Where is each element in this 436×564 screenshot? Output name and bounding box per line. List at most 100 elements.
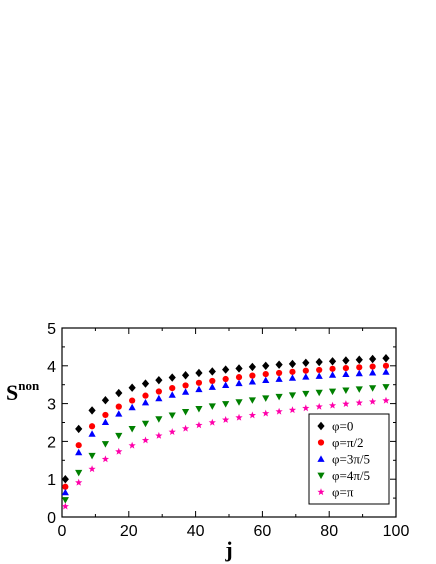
x-tick-label: 80: [320, 523, 338, 540]
data-point: [302, 390, 310, 398]
data-point: [75, 478, 83, 486]
data-point: [315, 402, 323, 410]
data-point: [355, 386, 363, 393]
data-point: [275, 407, 283, 415]
data-point: [302, 367, 309, 374]
data-point: [208, 403, 216, 410]
y-axis-title-sup: non: [18, 378, 40, 393]
data-point: [209, 377, 216, 385]
data-point: [88, 465, 96, 473]
legend-marker: [317, 455, 325, 462]
data-point: [182, 382, 189, 389]
data-point: [61, 502, 69, 510]
data-point: [275, 375, 283, 382]
data-point: [129, 397, 136, 404]
data-point: [141, 420, 150, 428]
series-2: [62, 362, 390, 490]
legend-item: φ=0: [317, 419, 353, 434]
data-point: [235, 379, 243, 387]
data-point: [355, 369, 363, 377]
data-point: [315, 357, 323, 367]
data-point: [302, 373, 310, 380]
data-point: [222, 416, 230, 423]
data-point: [101, 455, 110, 463]
x-tick-label: 20: [120, 523, 138, 540]
data-point: [249, 372, 256, 379]
data-point: [101, 395, 110, 405]
data-point: [342, 370, 350, 377]
data-point: [222, 375, 229, 383]
data-point: [155, 431, 163, 439]
x-tick-label: 60: [254, 523, 272, 540]
legend-item: φ=3π/5: [317, 452, 370, 467]
data-point: [369, 354, 377, 364]
legend-marker: [317, 472, 325, 480]
data-point: [195, 385, 203, 393]
data-point: [208, 383, 216, 390]
x-axis-title: j: [224, 537, 232, 562]
legend-item: φ=π: [317, 485, 354, 500]
data-point: [329, 365, 336, 372]
legend-item: φ=π/2: [317, 435, 364, 450]
data-point: [248, 411, 256, 419]
data-point: [195, 379, 203, 386]
data-point: [115, 388, 123, 398]
data-point: [195, 421, 203, 429]
data-point: [168, 391, 176, 398]
data-point: [248, 378, 256, 385]
data-point: [75, 448, 83, 456]
legend-label: φ=0: [332, 419, 353, 434]
data-point: [181, 388, 190, 395]
data-point: [155, 394, 163, 402]
data-point: [342, 400, 350, 408]
data-point: [355, 355, 363, 364]
data-point: [382, 368, 390, 375]
data-point: [328, 371, 337, 378]
series-5: [61, 396, 390, 510]
y-tick-label: 2: [47, 434, 56, 451]
data-point: [369, 369, 377, 376]
data-point: [328, 401, 337, 409]
data-point: [61, 488, 69, 496]
data-point: [262, 409, 270, 417]
data-point: [208, 418, 216, 426]
data-point: [222, 381, 230, 388]
x-tick-label: 40: [187, 523, 205, 540]
data-point: [262, 361, 270, 370]
data-point: [195, 406, 203, 413]
series-3: [61, 368, 390, 496]
data-point: [75, 469, 83, 477]
data-point: [235, 364, 243, 373]
data-point: [369, 397, 377, 405]
data-point: [141, 379, 150, 388]
data-point: [235, 399, 243, 406]
data-point: [382, 362, 390, 369]
data-point: [128, 383, 136, 392]
data-point: [382, 354, 390, 363]
data-point: [181, 424, 190, 432]
data-point: [128, 441, 136, 449]
data-point: [155, 388, 162, 395]
data-point: [61, 475, 69, 484]
data-point: [288, 392, 297, 399]
data-point: [342, 356, 350, 365]
data-point: [342, 364, 349, 372]
data-point: [382, 384, 390, 391]
data-point: [288, 406, 297, 414]
data-point: [168, 412, 176, 419]
data-point: [355, 399, 363, 406]
data-point: [115, 410, 123, 417]
data-point: [369, 385, 377, 392]
data-point: [62, 483, 69, 490]
data-point: [262, 376, 270, 384]
data-point: [195, 368, 203, 378]
data-point: [316, 366, 323, 374]
data-point: [155, 416, 163, 423]
data-point: [222, 365, 230, 374]
x-tick-label: 0: [58, 523, 67, 540]
y-tick-label: 5: [47, 321, 56, 338]
data-point: [88, 452, 96, 460]
data-point: [275, 360, 283, 369]
axis-ticks: [61, 327, 397, 518]
